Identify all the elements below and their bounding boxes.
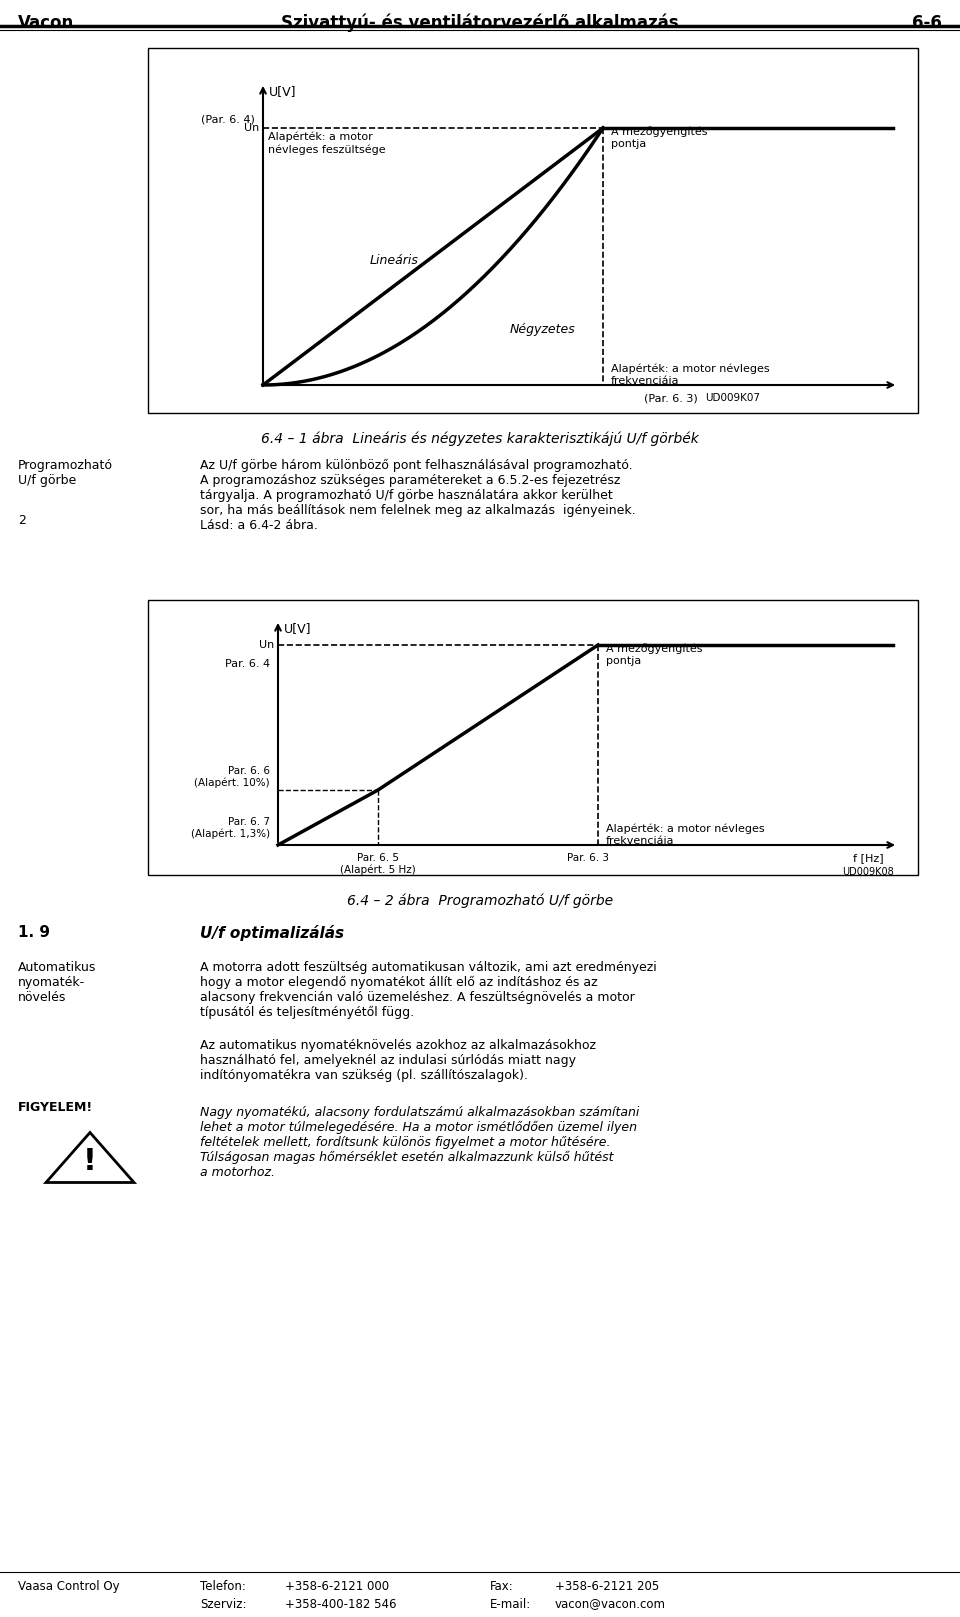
Text: Vacon: Vacon [18, 15, 74, 32]
Text: A mezőgyengítés
pontja: A mezőgyengítés pontja [606, 644, 703, 666]
Text: +358-6-2121 205: +358-6-2121 205 [555, 1580, 660, 1593]
Text: U/f optimalizálás: U/f optimalizálás [200, 925, 344, 941]
Text: A motorra adott feszültség automatikusan változik, ami azt eredményezi
hogy a mo: A motorra adott feszültség automatikusan… [200, 960, 657, 1019]
Text: f [Hz]: f [Hz] [852, 854, 883, 863]
Text: E-mail:: E-mail: [490, 1598, 531, 1611]
Text: (Par. 6. 4): (Par. 6. 4) [202, 115, 255, 125]
Text: Par. 6. 6
(Alapért. 10%): Par. 6. 6 (Alapért. 10%) [194, 766, 270, 787]
Bar [148, 600, 918, 875]
Text: Un: Un [259, 640, 274, 650]
Text: Vaasa Control Oy: Vaasa Control Oy [18, 1580, 120, 1593]
Text: +358-400-182 546: +358-400-182 546 [285, 1598, 396, 1611]
Text: 6.4 – 2 ábra  Programozható U/f görbe: 6.4 – 2 ábra Programozható U/f görbe [347, 893, 613, 907]
Text: Alapérték: a motor névleges
frekvenciája: Alapérték: a motor névleges frekvenciája [606, 823, 764, 846]
Text: Par. 6. 4: Par. 6. 4 [225, 660, 270, 669]
Text: 6.4 – 1 ábra  Lineáris és négyzetes karakterisztikájú U/f görbék: 6.4 – 1 ábra Lineáris és négyzetes karak… [261, 432, 699, 446]
Text: Az automatikus nyomatéknövelés azokhoz az alkalmazásokhoz
használható fel, amely: Az automatikus nyomatéknövelés azokhoz a… [200, 1040, 596, 1082]
Text: Automatikus
nyomaték-
növelés: Automatikus nyomaték- növelés [18, 960, 96, 1004]
Text: Par. 6. 5
(Alapért. 5 Hz): Par. 6. 5 (Alapért. 5 Hz) [340, 854, 416, 875]
Text: vacon@vacon.com: vacon@vacon.com [555, 1598, 666, 1611]
Text: Telefon:: Telefon: [200, 1580, 246, 1593]
Text: Négyzetes: Négyzetes [510, 323, 576, 336]
Text: Lineáris: Lineáris [370, 254, 419, 267]
Text: Szivattyú- és ventilátorvezérlő alkalmazás: Szivattyú- és ventilátorvezérlő alkalmaz… [281, 15, 679, 32]
Text: !: ! [84, 1146, 97, 1176]
Text: Par. 6. 7
(Alapért. 1,3%): Par. 6. 7 (Alapért. 1,3%) [191, 817, 270, 839]
Text: Nagy nyomatékú, alacsony fordulatszámú alkalmazásokban számítani
lehet a motor t: Nagy nyomatékú, alacsony fordulatszámú a… [200, 1106, 639, 1179]
Text: UD009K08: UD009K08 [842, 867, 894, 876]
Text: +358-6-2121 000: +358-6-2121 000 [285, 1580, 389, 1593]
Text: 2: 2 [18, 514, 26, 527]
Text: 6-6: 6-6 [912, 15, 942, 32]
Text: Szerviz:: Szerviz: [200, 1598, 247, 1611]
Text: Par. 6. 3: Par. 6. 3 [567, 854, 609, 863]
Text: UD009K07: UD009K07 [706, 393, 760, 403]
Text: U[V]: U[V] [269, 86, 297, 99]
Text: Alapérték: a motor névleges
frekvenciája: Alapérték: a motor névleges frekvenciája [611, 362, 770, 386]
Text: A mezőgyengítés
pontja: A mezőgyengítés pontja [611, 126, 708, 149]
Text: Fax:: Fax: [490, 1580, 514, 1593]
Bar [148, 49, 918, 412]
Text: Programozható
U/f görbe: Programozható U/f görbe [18, 459, 113, 487]
Text: (Par. 6. 3): (Par. 6. 3) [644, 393, 698, 403]
Text: U[V]: U[V] [284, 623, 311, 635]
Polygon shape [46, 1132, 134, 1182]
Text: FIGYELEM!: FIGYELEM! [18, 1101, 93, 1114]
Text: Az U/f görbe három különböző pont felhasználásával programozható.
A programozásh: Az U/f görbe három különböző pont felhas… [200, 459, 636, 532]
Text: Alapérték: a motor
névleges feszültsége: Alapérték: a motor névleges feszültsége [268, 133, 386, 155]
Text: 1. 9: 1. 9 [18, 925, 50, 939]
Text: Un: Un [244, 123, 259, 133]
